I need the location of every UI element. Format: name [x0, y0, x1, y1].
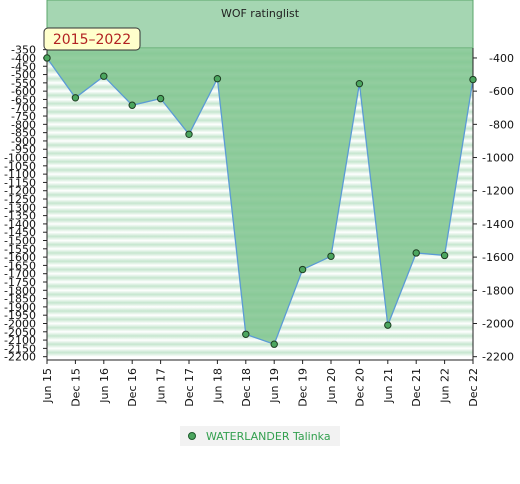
left-tick-label: -1000	[4, 152, 36, 165]
grid-band	[47, 348, 473, 357]
left-tick-label: -950	[11, 143, 36, 156]
x-tick-label: Jun 19	[268, 368, 281, 404]
left-tick-label: -850	[11, 127, 36, 140]
period-badge: 2015–2022	[43, 27, 141, 51]
area-layer	[46, 48, 474, 346]
x-tick-label: Jun 20	[325, 368, 338, 404]
right-tick-label: -600	[489, 85, 514, 98]
left-tick-label: -1800	[4, 284, 36, 297]
legend-marker-icon	[188, 432, 196, 440]
period-badge-text: 2015–2022	[53, 32, 131, 48]
data-point	[213, 75, 222, 83]
left-tick-label: -550	[11, 77, 36, 90]
left-tick-label: -2100	[4, 334, 36, 347]
left-tick-label: -400	[11, 52, 36, 65]
data-point	[100, 72, 108, 80]
grid-band	[47, 340, 473, 349]
legend-label: WATERLANDER Talinka	[206, 429, 331, 443]
data-point	[185, 130, 193, 138]
left-tick-label: -1550	[4, 243, 36, 256]
left-tick-label: -1600	[4, 251, 36, 264]
series-line	[46, 57, 474, 346]
x-tick-label: Dec 22	[467, 368, 480, 407]
legend: WATERLANDER Talinka	[180, 426, 340, 446]
chart-title: WOF ratinglist	[221, 7, 300, 20]
x-tick-label: Jun 16	[98, 368, 111, 404]
left-tick-label: -1200	[4, 185, 36, 198]
left-tick-label: -1300	[4, 201, 36, 214]
left-tick-label: -1350	[4, 210, 36, 223]
data-point	[469, 75, 477, 84]
left-tick-label: -2200	[4, 351, 36, 364]
left-tick-label: -1750	[4, 276, 36, 289]
left-tick-label: -750	[11, 110, 36, 123]
left-tick-label: -900	[11, 135, 36, 148]
data-point	[270, 340, 278, 348]
left-tick-label: -1500	[4, 235, 36, 248]
data-point	[355, 79, 364, 88]
data-point	[156, 94, 165, 103]
left-tick-label: -1400	[4, 218, 36, 231]
right-tick-label: -1400	[482, 218, 514, 231]
x-tick-label: Jun 21	[382, 368, 395, 404]
x-tick-label: Dec 15	[69, 368, 82, 407]
left-tick-label: -1050	[4, 160, 36, 173]
left-tick-label: -500	[11, 69, 36, 82]
x-tick-label: Jun 15	[41, 368, 54, 404]
left-tick-label: -350	[11, 44, 36, 57]
x-tick-label: Jun 17	[155, 368, 168, 404]
period-badge-box	[43, 27, 141, 51]
axes: -350-400-450-500-550-600-650-700-750-800…	[4, 44, 514, 407]
series-area	[47, 48, 473, 345]
left-tick-label: -450	[11, 60, 36, 73]
left-tick-label: -650	[11, 93, 36, 106]
left-tick-label: -800	[11, 118, 36, 131]
x-tick-label: Jun 22	[439, 368, 452, 404]
x-tick-label: Jun 18	[211, 368, 224, 404]
data-point	[384, 321, 392, 329]
left-tick-label: -2000	[4, 317, 36, 330]
data-point	[43, 54, 51, 62]
right-tick-label: -1600	[482, 251, 514, 264]
left-tick-label: -1250	[4, 193, 36, 206]
right-tick-label: -1200	[482, 185, 514, 198]
data-point	[298, 265, 307, 274]
left-tick-label: -1650	[4, 259, 36, 272]
x-tick-label: Dec 17	[183, 368, 196, 407]
points-layer	[43, 54, 477, 348]
right-tick-label: -1000	[482, 152, 514, 165]
right-tick-label: -2000	[482, 317, 514, 330]
right-tick-label: -1800	[482, 284, 514, 297]
right-tick-label: -400	[489, 52, 514, 65]
right-tick-label: -800	[489, 118, 514, 131]
left-tick-label: -600	[11, 85, 36, 98]
x-tick-label: Dec 18	[240, 368, 253, 407]
left-tick-label: -1700	[4, 268, 36, 281]
left-tick-label: -700	[11, 102, 36, 115]
left-tick-label: -1950	[4, 309, 36, 322]
left-tick-label: -1900	[4, 301, 36, 314]
data-point	[71, 94, 80, 102]
left-tick-label: -1150	[4, 176, 36, 189]
data-point	[412, 249, 420, 257]
left-tick-label: -1100	[4, 168, 36, 181]
left-tick-label: -1450	[4, 226, 36, 239]
left-tick-label: -1850	[4, 293, 36, 306]
data-point	[327, 252, 335, 260]
data-point	[128, 101, 136, 109]
left-tick-label: -2150	[4, 342, 36, 355]
x-tick-label: Dec 21	[410, 368, 423, 407]
data-point	[242, 330, 250, 338]
data-point	[440, 251, 449, 260]
left-tick-label: -2050	[4, 326, 36, 339]
right-tick-label: -2200	[482, 351, 514, 364]
x-tick-label: Dec 19	[297, 368, 310, 407]
x-tick-label: Dec 16	[126, 368, 139, 407]
x-tick-label: Dec 20	[353, 368, 366, 407]
